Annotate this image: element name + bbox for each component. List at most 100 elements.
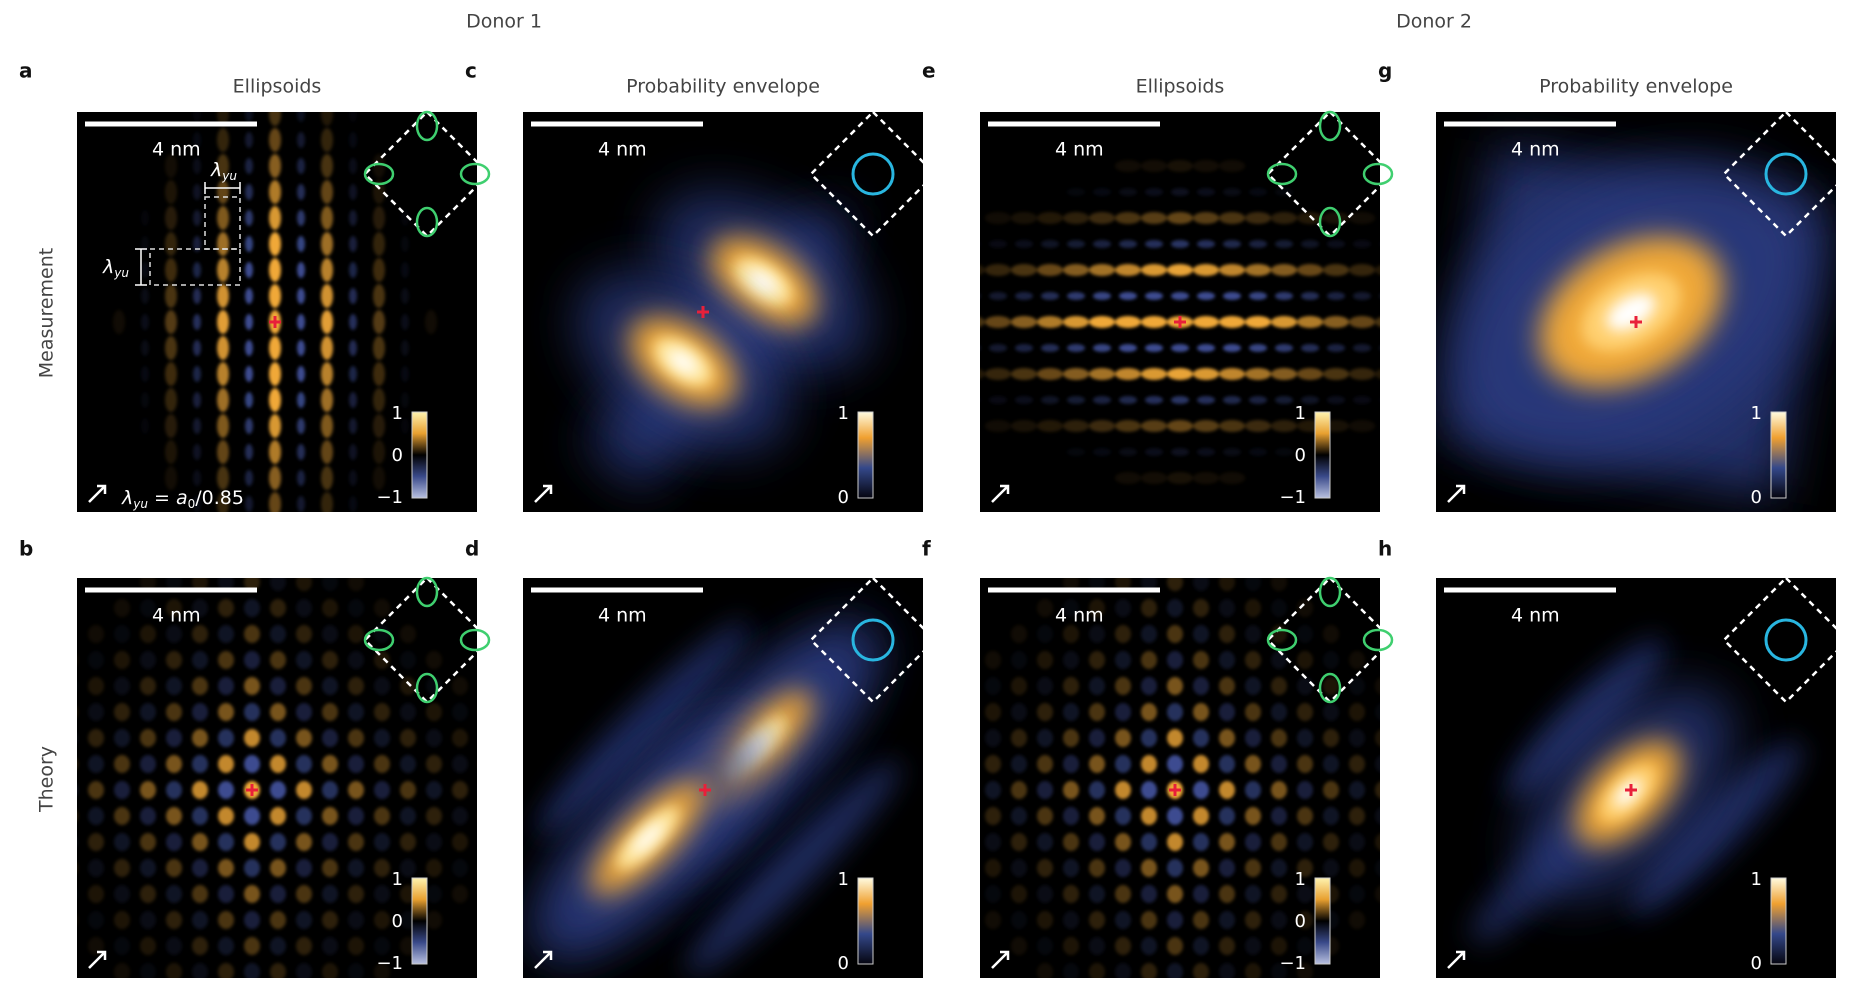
lattice-dot: [193, 184, 201, 200]
lattice-dot: [1037, 833, 1053, 851]
lattice-dot: [218, 859, 234, 877]
lattice-dot: [270, 755, 286, 773]
lattice-dot: [452, 729, 468, 747]
lattice-dot: [985, 264, 1011, 276]
lattice-dot: [1145, 448, 1163, 456]
colorbar: [412, 412, 427, 498]
lattice-dot: [1301, 344, 1319, 352]
lattice-dot: [452, 885, 468, 903]
lattice-dot: [1323, 625, 1339, 643]
lattice-dot: [269, 518, 281, 542]
lattice-dot: [400, 625, 416, 643]
colorbar-label: 0: [838, 487, 849, 508]
lattice-dot: [933, 807, 949, 825]
lattice-dot: [1093, 396, 1111, 404]
lattice-dot: [959, 368, 985, 380]
lattice-dot: [114, 937, 130, 955]
lattice-dot: [218, 651, 234, 669]
lattice-dot: [296, 651, 312, 669]
panel: 4 nm10: [1394, 99, 1858, 526]
lattice-dot: [1167, 859, 1183, 877]
lattice-dot: [1141, 911, 1157, 929]
lattice-dot: [1141, 729, 1157, 747]
lattice-dot: [1145, 396, 1163, 404]
lattice-dot: [1037, 264, 1063, 276]
lattice-dot: [1141, 677, 1157, 695]
panel: 4 nm10−1: [933, 112, 1427, 512]
panel-letter: e: [922, 59, 936, 83]
lattice-dot: [1167, 963, 1183, 981]
lattice-dot: [1271, 599, 1287, 617]
lattice-dot: [193, 366, 201, 382]
lattice-dot: [1193, 729, 1209, 747]
lattice-dot: [1115, 651, 1131, 669]
lattice-dot: [1349, 885, 1365, 903]
lattice-dot: [1141, 807, 1157, 825]
lattice-dot: [321, 388, 333, 412]
lattice-dot: [62, 859, 78, 877]
lattice-dot: [1011, 651, 1027, 669]
lattice-dot: [989, 344, 1007, 352]
lattice-dot: [244, 937, 260, 955]
lattice-dot: [192, 781, 208, 799]
lattice-dot: [322, 703, 338, 721]
lattice-dot: [1041, 292, 1059, 300]
lattice-dot: [141, 340, 149, 356]
formula-subscript: 0: [188, 497, 196, 511]
lattice-dot: [349, 314, 357, 330]
lattice-dot: [1379, 396, 1397, 404]
lattice-dot: [296, 781, 312, 799]
lattice-dot: [321, 544, 333, 568]
lattice-dot: [1037, 859, 1053, 877]
lattice-dot: [321, 310, 333, 334]
lattice-dot: [400, 677, 416, 695]
lattice-dot: [218, 677, 234, 695]
lattice-dot: [245, 262, 253, 278]
lattice-dot: [452, 781, 468, 799]
lattice-dot: [62, 729, 78, 747]
lattice-dot: [321, 102, 333, 126]
lattice-dot: [1167, 420, 1193, 432]
lattice-dot: [217, 518, 229, 542]
lattice-dot: [321, 362, 333, 386]
lattice-dot: [165, 440, 177, 464]
lattice-dot: [1115, 781, 1131, 799]
lattice-dot: [1193, 368, 1219, 380]
lattice-dot: [985, 755, 1001, 773]
lattice-dot: [1297, 651, 1313, 669]
lattice-dot: [348, 859, 364, 877]
lattice-dot: [373, 232, 385, 256]
lattice-dot: [1245, 911, 1261, 929]
lattice-dot: [192, 755, 208, 773]
lattice-dot: [1141, 368, 1167, 380]
lattice-dot: [244, 625, 260, 643]
lattice-dot: [1271, 833, 1287, 851]
lattice-dot: [400, 781, 416, 799]
lattice-dot: [296, 703, 312, 721]
lattice-dot: [1115, 599, 1131, 617]
lattice-dot: [165, 258, 177, 282]
lattice-dot: [1197, 396, 1215, 404]
lattice-dot: [1167, 599, 1183, 617]
lattice-dot: [297, 496, 305, 512]
lattice-dot: [218, 781, 234, 799]
lattice-dot: [452, 755, 468, 773]
lattice-dot: [1089, 729, 1105, 747]
lattice-dot: [1011, 807, 1027, 825]
lattice-dot: [114, 859, 130, 877]
lattice-dot: [349, 340, 357, 356]
lambda-subscript: yu: [221, 169, 237, 183]
lattice-dot: [401, 366, 409, 382]
lattice-dot: [1015, 240, 1033, 248]
lattice-dot: [1193, 703, 1209, 721]
lattice-dot: [478, 755, 494, 773]
colorbar: [1315, 878, 1330, 964]
lattice-dot: [269, 440, 281, 464]
lattice-dot: [270, 729, 286, 747]
panel: 4 nm10: [502, 578, 935, 982]
lattice-dot: [322, 599, 338, 617]
lattice-dot: [217, 76, 229, 100]
lattice-dot: [297, 522, 305, 538]
lattice-dot: [1219, 212, 1245, 224]
panel-title: Probability envelope: [626, 76, 820, 98]
